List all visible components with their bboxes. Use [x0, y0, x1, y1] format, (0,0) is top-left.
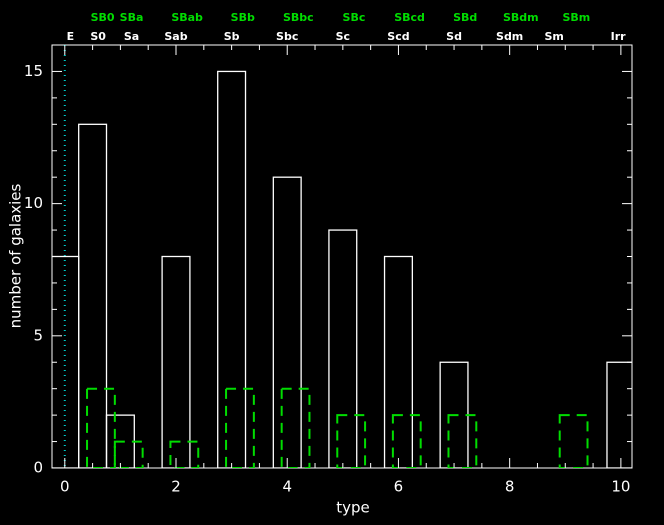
- top-label: Sm: [544, 30, 563, 43]
- top-label: Sab: [164, 30, 187, 43]
- top-label: SBcd: [394, 11, 425, 24]
- bar: [447, 414, 478, 468]
- top-label: Scd: [387, 30, 409, 43]
- top-label: Irr: [611, 30, 627, 43]
- x-tick-label: 8: [505, 478, 515, 496]
- x-tick-label: 6: [394, 478, 404, 496]
- x-tick-label: 4: [282, 478, 292, 496]
- bar: [161, 255, 191, 468]
- top-label: SBm: [563, 11, 591, 24]
- bar: [169, 440, 200, 468]
- bar: [558, 414, 589, 468]
- top-label: SB0: [91, 11, 115, 24]
- bar: [217, 70, 247, 468]
- bar: [78, 123, 108, 468]
- bar: [336, 414, 367, 468]
- bar: [391, 414, 422, 468]
- y-tick-label: 15: [24, 62, 43, 80]
- top-label: SBa: [120, 11, 144, 24]
- y-tick-label: 0: [33, 459, 43, 477]
- y-axis-label: number of galaxies: [7, 183, 25, 328]
- x-axis-label: type: [336, 499, 370, 517]
- x-tick-label: 2: [171, 478, 181, 496]
- y-tick-label: 10: [24, 194, 43, 212]
- top-label: SBc: [343, 11, 366, 24]
- top-label: Sdm: [496, 30, 523, 43]
- y-tick-label: 5: [33, 326, 43, 344]
- top-label: SBb: [231, 11, 255, 24]
- top-label: S0: [90, 30, 106, 43]
- top-label: SBdm: [503, 11, 539, 24]
- bar: [272, 176, 302, 468]
- bar: [606, 361, 632, 468]
- x-tick-label: 10: [611, 478, 630, 496]
- plot-frame: [51, 44, 633, 469]
- bar: [328, 229, 358, 468]
- top-label: Sd: [446, 30, 462, 43]
- bar: [113, 440, 144, 468]
- top-label: SBbc: [283, 11, 314, 24]
- top-label: SBd: [453, 11, 477, 24]
- top-label: Sc: [336, 30, 350, 43]
- top-label: E: [67, 30, 75, 43]
- top-label: Sb: [224, 30, 240, 43]
- bar: [383, 255, 413, 468]
- bar: [225, 387, 255, 468]
- plot-area: [52, 45, 632, 468]
- top-label: Sbc: [276, 30, 298, 43]
- bar: [86, 387, 116, 468]
- top-label: SBab: [171, 11, 203, 24]
- top-label: Sa: [124, 30, 139, 43]
- bar: [280, 387, 311, 468]
- x-tick-label: 0: [60, 478, 70, 496]
